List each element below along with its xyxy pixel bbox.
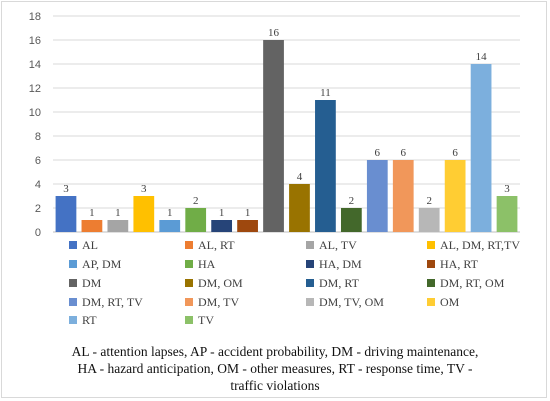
bar	[392, 160, 414, 232]
legend-swatch	[306, 298, 314, 306]
bar	[444, 160, 466, 232]
bar	[366, 160, 388, 232]
bar-value-label: 3	[63, 183, 69, 195]
legend-label: TV	[198, 313, 214, 327]
y-tick-label: 12	[29, 83, 41, 95]
legend-swatch	[69, 241, 77, 249]
y-tick-label: 8	[35, 131, 41, 143]
chart-caption: AL - attention lapses, AP - accident pro…	[20, 343, 530, 394]
legend-label: AL, DM, RT,TV	[440, 238, 520, 252]
legend-swatch	[306, 279, 314, 287]
bar-value-label: 4	[297, 171, 303, 183]
bar	[263, 40, 284, 232]
bar	[470, 64, 492, 232]
legend-swatch	[69, 279, 77, 287]
bar-value-label: 1	[245, 207, 251, 219]
legend-swatch	[427, 298, 435, 306]
bar	[159, 220, 181, 232]
bar-value-label: 3	[141, 183, 147, 195]
bar-value-label: 2	[426, 195, 432, 207]
bar-value-label: 1	[167, 207, 173, 219]
legend-swatch	[306, 241, 314, 249]
legend-label: RT	[82, 313, 97, 327]
bar	[133, 196, 155, 232]
y-tick-label: 18	[29, 11, 41, 23]
legend-label: DM, OM	[198, 276, 243, 290]
bar	[237, 220, 258, 232]
legend-swatch	[185, 298, 193, 306]
legend-swatch	[69, 298, 77, 306]
y-tick-label: 0	[35, 227, 41, 239]
legend-label: DM, RT, OM	[440, 276, 505, 290]
legend-swatch	[185, 260, 193, 268]
y-tick-label: 14	[29, 59, 41, 71]
y-tick-label: 6	[35, 155, 41, 167]
bar	[418, 208, 440, 232]
legend-label: DM, TV	[198, 295, 239, 309]
bar-value-label: 16	[268, 27, 280, 39]
bar-value-label: 2	[349, 195, 355, 207]
bar	[81, 220, 103, 232]
y-tick-label: 10	[29, 107, 41, 119]
legend-label: DM, RT	[319, 276, 360, 290]
bar	[289, 184, 310, 232]
bar-value-label: 1	[89, 207, 95, 219]
y-tick-label: 4	[35, 179, 41, 191]
bar	[185, 208, 207, 232]
bar	[340, 208, 362, 232]
legend-label: DM	[82, 276, 102, 290]
y-tick-label: 16	[29, 35, 41, 47]
bar-value-label: 1	[219, 207, 225, 219]
legend-swatch	[69, 316, 77, 324]
legend-label: AP, DM	[82, 257, 122, 271]
bar-value-label: 6	[401, 147, 407, 159]
bar-value-label: 6	[375, 147, 381, 159]
legend-swatch	[427, 241, 435, 249]
legend-swatch	[185, 241, 193, 249]
y-tick-label: 2	[35, 203, 41, 215]
bar-value-label: 1	[115, 207, 121, 219]
gridlines	[53, 15, 520, 233]
legend-swatch	[69, 260, 77, 268]
legend: AL AL, RT AL, TV AL, DM, RT,TV AP, DM HA HA, D…	[69, 238, 520, 327]
bars	[55, 40, 518, 232]
legend-swatch	[185, 279, 193, 287]
bar-value-label: 2	[193, 195, 199, 207]
legend-label: HA, DM	[319, 257, 362, 271]
bar	[107, 220, 129, 232]
legend-label: OM	[440, 295, 460, 309]
caption-line-2: HA - hazard anticipation, OM - other mea…	[77, 361, 473, 376]
legend-swatch	[427, 260, 435, 268]
bar	[315, 100, 336, 232]
bar	[496, 196, 518, 232]
bar-value-label: 3	[504, 183, 510, 195]
bar-value-label: 14	[476, 51, 488, 63]
caption-line-1: AL - attention lapses, AP - accident pro…	[71, 344, 479, 359]
legend-label: AL, RT	[198, 238, 235, 252]
legend-label: HA, RT	[440, 257, 479, 271]
legend-label: AL, TV	[319, 238, 357, 252]
legend-label: DM, RT, TV	[82, 295, 143, 309]
bar	[211, 220, 233, 232]
bar	[55, 196, 77, 232]
caption-line-3: traffic violations	[230, 378, 320, 393]
legend-swatch	[185, 316, 193, 324]
legend-swatch	[306, 260, 314, 268]
legend-label: DM, TV, OM	[319, 295, 384, 309]
y-axis-ticks: 0 2 4 6 8 10 12 14 16 18	[29, 11, 41, 239]
legend-swatch	[427, 279, 435, 287]
bar-value-label: 6	[452, 147, 458, 159]
legend-label: HA	[198, 257, 216, 271]
bar-value-label: 11	[320, 87, 331, 99]
legend-label: AL	[82, 238, 98, 252]
